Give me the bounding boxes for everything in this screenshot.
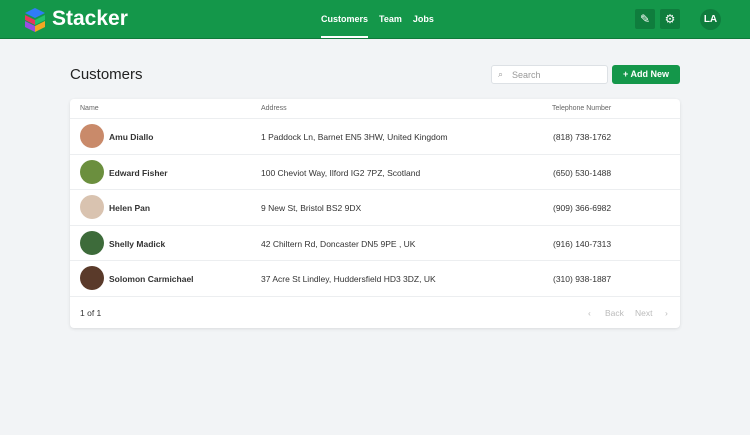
search-placeholder: Search — [512, 70, 541, 80]
table-header: Name Address Telephone Number — [70, 99, 680, 119]
column-telephone[interactable]: Telephone Number — [552, 105, 612, 112]
page-summary: 1 of 1 — [80, 308, 102, 318]
search-input[interactable]: ⌕ Search — [491, 65, 608, 84]
page-title: Customers — [70, 66, 143, 83]
table-row[interactable]: Edward Fisher 100 Cheviot Way, Ilford IG… — [70, 155, 680, 190]
avatar — [80, 266, 104, 290]
customers-table: Name Address Telephone Number Amu Diallo… — [70, 99, 680, 328]
add-new-label: Add New — [630, 69, 669, 79]
customer-address: 100 Cheviot Way, Ilford IG2 7PZ, Scotlan… — [261, 167, 421, 178]
column-address[interactable]: Address — [261, 105, 287, 112]
plus-icon: + — [623, 69, 631, 79]
customer-name: Helen Pan — [109, 203, 151, 213]
table-row[interactable]: Helen Pan 9 New St, Bristol BS2 9DX (909… — [70, 190, 680, 226]
top-bar: Stacker Customers Team Jobs ✎ ⚙ LA — [0, 0, 750, 39]
customer-phone: (818) 738-1762 — [553, 132, 612, 142]
avatar — [80, 159, 104, 184]
table-row[interactable]: Solomon Carmichael 37 Acre St Lindley, H… — [70, 261, 680, 297]
table-row[interactable]: Shelly Madick 42 Chiltern Rd, Doncaster … — [70, 226, 680, 261]
next-button[interactable]: Next — [635, 308, 653, 318]
nav-customers[interactable]: Customers — [321, 14, 369, 38]
customer-address: 9 New St, Bristol BS2 9DX — [261, 203, 362, 213]
customer-name: Solomon Carmichael — [109, 274, 194, 284]
add-new-button[interactable]: + Add New — [612, 65, 680, 84]
nav-jobs[interactable]: Jobs — [412, 14, 434, 24]
pagination: 1 of 1 ‹ Back Next › — [70, 297, 680, 327]
customer-phone: (650) 530-1488 — [553, 167, 612, 178]
chevron-left-icon[interactable]: ‹ — [588, 308, 591, 318]
customer-name: Edward Fisher — [109, 167, 168, 178]
customer-phone: (909) 366-6982 — [553, 203, 612, 213]
brand-name: Stacker — [52, 7, 128, 30]
column-name[interactable]: Name — [80, 105, 99, 112]
customer-phone: (916) 140-7313 — [553, 238, 612, 249]
customer-name: Shelly Madick — [109, 238, 166, 249]
avatar — [80, 195, 104, 219]
gear-icon[interactable]: ⚙ — [660, 9, 680, 29]
avatar[interactable]: LA — [700, 9, 721, 30]
stacker-logo-icon — [25, 8, 45, 32]
chevron-right-icon[interactable]: › — [665, 308, 668, 318]
customer-phone: (310) 938-1887 — [553, 274, 612, 284]
nav-team[interactable]: Team — [379, 14, 402, 24]
customer-name: Amu Diallo — [109, 132, 154, 142]
table-row[interactable]: Amu Diallo 1 Paddock Ln, Barnet EN5 3HW,… — [70, 119, 680, 155]
avatar — [80, 230, 104, 255]
customer-address: 37 Acre St Lindley, Huddersfield HD3 3DZ… — [261, 274, 436, 284]
search-icon: ⌕ — [498, 69, 504, 79]
pencil-icon[interactable]: ✎ — [635, 9, 655, 29]
avatar — [80, 124, 104, 148]
back-button[interactable]: Back — [605, 308, 624, 318]
customer-address: 42 Chiltern Rd, Doncaster DN5 9PE , UK — [261, 238, 416, 249]
customer-address: 1 Paddock Ln, Barnet EN5 3HW, United Kin… — [261, 132, 448, 142]
